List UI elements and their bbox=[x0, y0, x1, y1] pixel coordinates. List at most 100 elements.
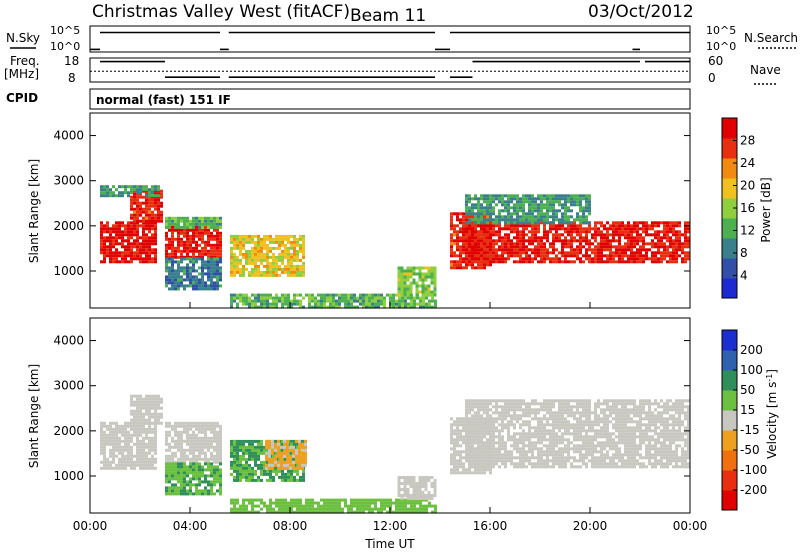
velocity-colorbar-swatch-3 bbox=[722, 430, 737, 451]
velocity-region-5 bbox=[265, 439, 307, 470]
velocity-panel: 1000 2000 3000 4000 00:00 04:00 08:00 12:00 16:… bbox=[27, 302, 779, 551]
velocity-colorbar-label: Velocity [m s-1] bbox=[765, 369, 780, 459]
velocity-colorbar-frame bbox=[721, 329, 738, 511]
power-colorbar-tick-label-1: 8 bbox=[740, 246, 748, 260]
power-panel: 1000 2000 3000 4000 Slant Range [km] 4 8 12 16… bbox=[27, 112, 773, 309]
power-colorbar-tick-label-3: 16 bbox=[740, 201, 755, 215]
velocity-colorbar-tick-label-2: -50 bbox=[740, 443, 760, 457]
xtick-label-4: 16:00 bbox=[473, 519, 508, 533]
velocity-colorbar-label-end: ] bbox=[765, 369, 779, 374]
velocity-colorbar-swatch-7 bbox=[722, 350, 737, 371]
power-heatmap bbox=[100, 185, 690, 309]
power-colorbar-tick-label-2: 12 bbox=[740, 224, 755, 238]
xtick-label-0: 00:00 bbox=[73, 519, 108, 533]
power-region-5 bbox=[165, 257, 222, 291]
velocity-ytick-label-0: 1000 bbox=[53, 469, 84, 483]
power-colorbar-swatch-4 bbox=[722, 198, 737, 219]
velocity-region-0 bbox=[100, 421, 157, 470]
nave-label: Nave bbox=[750, 63, 781, 77]
power-region-11 bbox=[465, 194, 591, 225]
xtick-label-2: 08:00 bbox=[273, 519, 308, 533]
velocity-colorbar: -200 -100 -50 -15 15 50 100 200 bbox=[721, 329, 767, 511]
sky-right-tick-bottom: 10^0 bbox=[706, 40, 736, 53]
velocity-colorbar-swatch-8 bbox=[722, 330, 737, 351]
sky-panel: N.Sky 10^5 10^0 10^5 10^0 N.Search bbox=[6, 24, 798, 53]
cpid-frame bbox=[89, 88, 691, 110]
velocity-region-1 bbox=[130, 394, 163, 425]
power-region-6 bbox=[230, 234, 305, 277]
power-region-4 bbox=[165, 216, 222, 229]
power-region-8 bbox=[397, 266, 437, 297]
power-colorbar-swatch-8 bbox=[722, 118, 737, 139]
power-colorbar-swatch-0 bbox=[722, 278, 737, 299]
frequency-trace bbox=[90, 60, 690, 78]
cpid-label: CPID bbox=[6, 91, 38, 105]
power-ylabel: Slant Range [km] bbox=[27, 159, 41, 263]
freq-label-line1: Freq. bbox=[10, 54, 40, 68]
velocity-colorbar-tick-label-0: -200 bbox=[740, 483, 767, 497]
date-label: 03/Oct/2012 bbox=[588, 2, 694, 22]
power-colorbar-swatch-7 bbox=[722, 138, 737, 159]
sky-panel-frame bbox=[89, 25, 691, 53]
power-region-0 bbox=[100, 221, 157, 264]
velocity-colorbar-tick-label-1: -100 bbox=[740, 463, 767, 477]
power-region-2 bbox=[100, 185, 160, 198]
power-colorbar-tick-label-0: 4 bbox=[740, 269, 748, 283]
xtick-label-3: 12:00 bbox=[373, 519, 408, 533]
velocity-colorbar-swatch-4 bbox=[722, 410, 737, 431]
power-colorbar-swatch-1 bbox=[722, 258, 737, 279]
velocity-ytick-label-1: 2000 bbox=[53, 424, 84, 438]
velocity-region-9 bbox=[465, 399, 690, 469]
freq-panel: Freq. [MHz] 18 8 60 0 Nave bbox=[4, 54, 781, 85]
velocity-region-2 bbox=[165, 421, 222, 464]
nave-tick-top: 60 bbox=[708, 54, 723, 68]
velocity-y-ticks: 1000 2000 3000 4000 bbox=[53, 334, 690, 483]
velocity-colorbar-tick-label-6: 100 bbox=[740, 363, 763, 377]
beam-label: Beam 11 bbox=[350, 6, 426, 26]
velocity-colorbar-swatch-0 bbox=[722, 490, 737, 511]
cpid-value: normal (fast) 151 IF bbox=[96, 93, 231, 107]
power-colorbar: 4 8 12 16 20 24 28 bbox=[721, 117, 755, 299]
freq-panel-frame bbox=[89, 57, 691, 83]
velocity-colorbar-swatch-5 bbox=[722, 390, 737, 411]
power-ytick-label-1: 2000 bbox=[53, 219, 84, 233]
power-colorbar-swatch-2 bbox=[722, 238, 737, 259]
velocity-colorbar-swatch-6 bbox=[722, 370, 737, 391]
velocity-colorbar-tick-label-3: -15 bbox=[740, 423, 760, 437]
freq-tick-top: 18 bbox=[64, 54, 79, 68]
velocity-colorbar-tick-label-5: 50 bbox=[740, 383, 755, 397]
nsky-label: N.Sky bbox=[6, 31, 40, 45]
velocity-colorbar-tick-label-7: 200 bbox=[740, 343, 763, 357]
power-colorbar-tick-label-6: 28 bbox=[740, 134, 755, 148]
power-colorbar-swatch-3 bbox=[722, 218, 737, 239]
velocity-colorbar-swatch-2 bbox=[722, 450, 737, 471]
xtick-label-1: 04:00 bbox=[173, 519, 208, 533]
velocity-ylabel: Slant Range [km] bbox=[27, 364, 41, 468]
velocity-colorbar-swatch-1 bbox=[722, 470, 737, 491]
power-y-ticks: 1000 2000 3000 4000 bbox=[53, 129, 690, 278]
power-colorbar-swatch-5 bbox=[722, 178, 737, 199]
power-colorbar-label: Power [dB] bbox=[759, 177, 773, 242]
nave-tick-bottom: 0 bbox=[708, 71, 716, 85]
sky-right-tick-top: 10^5 bbox=[706, 24, 736, 37]
velocity-heatmap bbox=[100, 394, 690, 514]
power-colorbar-tick-label-5: 24 bbox=[740, 156, 755, 170]
velocity-region-6 bbox=[230, 498, 437, 514]
velocity-colorbar-label-sup: -1 bbox=[765, 374, 774, 382]
site-title: Christmas Valley West (fitACF) bbox=[92, 2, 350, 22]
time-axis-label: Time UT bbox=[364, 537, 415, 551]
velocity-ytick-label-3: 4000 bbox=[53, 334, 84, 348]
velocity-colorbar-tick-label-4: 15 bbox=[740, 403, 755, 417]
freq-label-line2: [MHz] bbox=[4, 67, 39, 81]
power-ytick-label-0: 1000 bbox=[53, 264, 84, 278]
sky-left-tick-top: 10^5 bbox=[50, 24, 80, 37]
velocity-colorbar-label-main: Velocity [m s bbox=[765, 382, 779, 459]
velocity-ytick-label-2: 3000 bbox=[53, 379, 84, 393]
power-region-3 bbox=[165, 225, 222, 259]
power-colorbar-tick-label-4: 20 bbox=[740, 179, 755, 193]
velocity-x-ticks: 00:00 04:00 08:00 12:00 16:00 20:00 00:00 bbox=[73, 302, 707, 533]
power-ytick-label-3: 4000 bbox=[53, 129, 84, 143]
xtick-label-5: 20:00 bbox=[573, 519, 608, 533]
velocity-region-7 bbox=[397, 476, 437, 500]
